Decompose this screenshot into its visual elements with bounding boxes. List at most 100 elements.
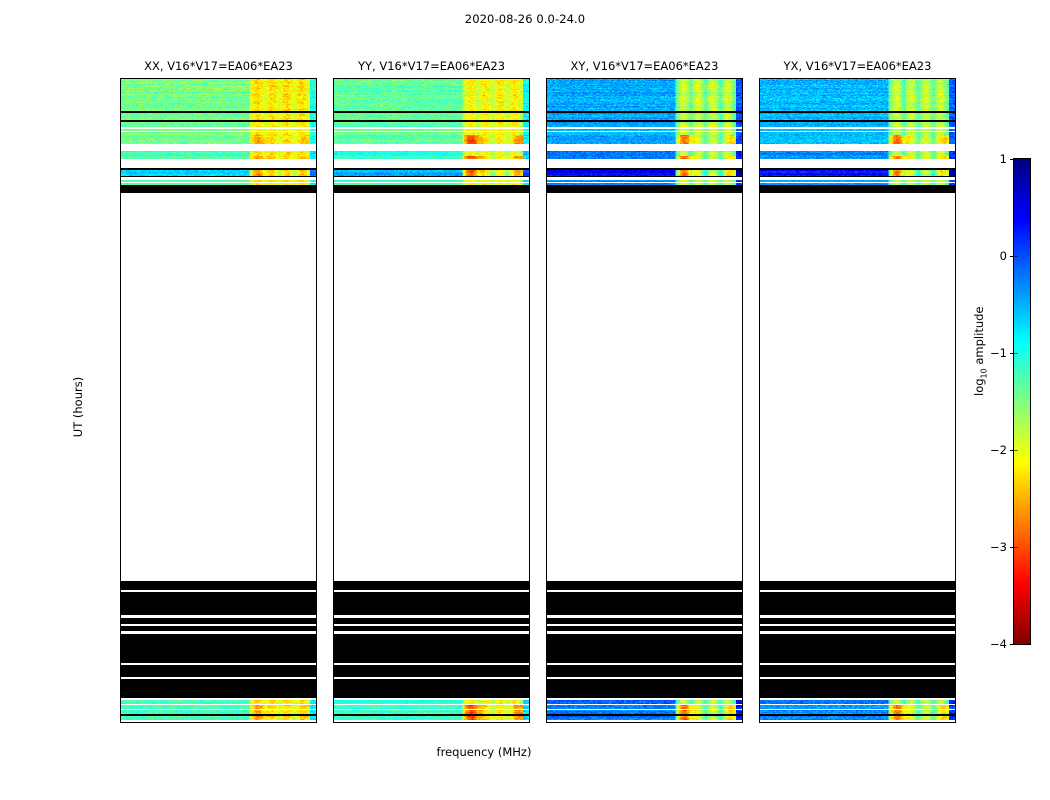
scan-band bbox=[547, 710, 742, 715]
no-data-gap bbox=[334, 676, 529, 680]
scan-band bbox=[334, 134, 529, 145]
flagged-band bbox=[547, 592, 742, 616]
y-tick bbox=[120, 289, 121, 290]
flagged-band bbox=[121, 617, 316, 624]
colorbar-tick-label: −1 bbox=[990, 346, 1007, 360]
scan-band bbox=[121, 700, 316, 705]
spectrogram-panel-xy[interactable]: 05101520320335350365380 bbox=[546, 78, 743, 723]
scan-band bbox=[547, 134, 742, 145]
x-tick bbox=[476, 722, 477, 723]
y-tick-right bbox=[529, 147, 530, 148]
x-tick-top bbox=[218, 78, 219, 79]
spectrogram-panel-yx[interactable]: 05101520320335350365380 bbox=[759, 78, 956, 723]
colorbar-gradient bbox=[1014, 159, 1030, 644]
y-tick-right bbox=[742, 573, 743, 574]
colorbar-tick bbox=[1010, 159, 1014, 160]
x-tick bbox=[340, 722, 341, 723]
scan-band bbox=[760, 182, 955, 186]
x-tick bbox=[218, 722, 219, 723]
scan-band bbox=[547, 704, 742, 710]
y-tick bbox=[759, 147, 760, 148]
colorbar-tick-label: 1 bbox=[999, 152, 1007, 166]
no-data-gap bbox=[760, 181, 955, 183]
flagged-band bbox=[121, 592, 316, 616]
y-tick-right bbox=[742, 715, 743, 716]
y-tick-right bbox=[316, 147, 317, 148]
y-tick bbox=[546, 573, 547, 574]
scan-band bbox=[121, 134, 316, 145]
no-data-gap bbox=[760, 697, 955, 701]
flagged-band bbox=[547, 714, 742, 717]
colorbar-tick bbox=[1010, 256, 1014, 257]
scan-band bbox=[334, 700, 529, 705]
y-tick bbox=[333, 573, 334, 574]
no-data-gap bbox=[547, 127, 742, 129]
y-tick bbox=[333, 289, 334, 290]
x-tick bbox=[127, 722, 128, 723]
no-data-gap bbox=[760, 704, 955, 706]
no-data-gap bbox=[760, 623, 955, 627]
scan-band bbox=[547, 132, 742, 135]
colorbar-label-suffix: amplitude bbox=[972, 306, 986, 369]
no-data-gap bbox=[547, 131, 742, 133]
y-tick-right bbox=[742, 431, 743, 432]
x-tick-top bbox=[812, 78, 813, 79]
y-tick-right bbox=[529, 573, 530, 574]
scan-band bbox=[334, 716, 529, 720]
scan-band bbox=[547, 182, 742, 186]
no-data-gap bbox=[121, 709, 316, 711]
colorbar: 1 0 −1 −2 −3 −4 bbox=[990, 152, 1031, 651]
no-data-gap bbox=[334, 181, 529, 183]
flagged-band bbox=[334, 592, 529, 616]
x-tick bbox=[522, 722, 523, 723]
no-data-gap bbox=[547, 709, 742, 711]
colorbar-tick-inner bbox=[1014, 644, 1018, 645]
colorbar-tick-label: −3 bbox=[990, 540, 1007, 554]
spectrogram-panel-yy[interactable]: 05101520320335350365380 bbox=[333, 78, 530, 723]
x-tick-top bbox=[766, 78, 767, 79]
flagged-band bbox=[334, 714, 529, 717]
x-tick bbox=[173, 722, 174, 723]
subplot-title-yy: YY, V16*V17=EA06*EA23 bbox=[357, 59, 506, 73]
scan-band bbox=[547, 121, 742, 128]
spectrogram-panel-xx[interactable]: 05101520320335350365380 bbox=[120, 78, 317, 723]
y-tick bbox=[120, 431, 121, 432]
scan-band bbox=[760, 121, 955, 128]
no-data-gap bbox=[547, 144, 742, 152]
scan-band bbox=[547, 129, 742, 132]
flagged-band bbox=[547, 664, 742, 677]
flagged-band bbox=[760, 119, 955, 122]
flagged-band bbox=[547, 110, 742, 113]
subplot-title-xy: XY, V16*V17=EA06*EA23 bbox=[570, 59, 719, 73]
x-tick bbox=[553, 722, 554, 723]
colorbar-tick-label: −2 bbox=[990, 443, 1007, 457]
scan-band bbox=[760, 134, 955, 145]
no-data-gap bbox=[760, 159, 955, 169]
no-data-gap bbox=[334, 144, 529, 152]
y-tick bbox=[333, 715, 334, 716]
no-data-gap bbox=[760, 177, 955, 180]
scan-band bbox=[334, 132, 529, 135]
y-tick-right bbox=[529, 431, 530, 432]
no-data-gap bbox=[334, 615, 529, 618]
y-tick-right bbox=[529, 715, 530, 716]
no-data-gap bbox=[334, 159, 529, 169]
scan-band bbox=[334, 79, 529, 111]
no-data-gap bbox=[121, 615, 316, 618]
scan-band bbox=[547, 151, 742, 156]
flagged-band bbox=[334, 168, 529, 171]
no-data-gap bbox=[547, 676, 742, 680]
y-tick bbox=[759, 289, 760, 290]
y-tick bbox=[759, 715, 760, 716]
scan-band bbox=[760, 700, 955, 705]
no-data-gap bbox=[760, 144, 955, 152]
y-tick bbox=[546, 289, 547, 290]
flagged-band bbox=[547, 119, 742, 122]
scan-band bbox=[121, 112, 316, 120]
no-data-gap bbox=[760, 131, 955, 133]
no-data-gap bbox=[547, 631, 742, 634]
x-tick bbox=[766, 722, 767, 723]
scan-band bbox=[334, 151, 529, 156]
x-tick-top bbox=[263, 78, 264, 79]
no-data-gap bbox=[334, 131, 529, 133]
